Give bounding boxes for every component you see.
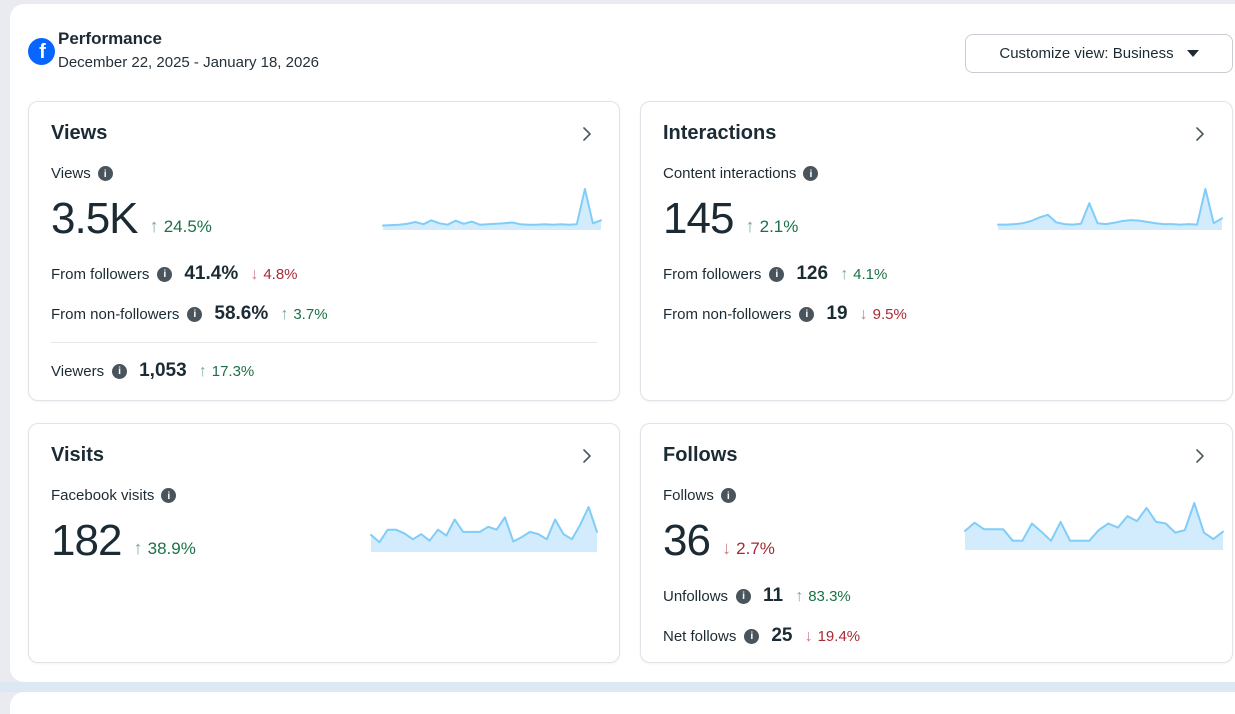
metric-row: Net follows i 25 ↓ 19.4%	[663, 616, 1210, 656]
info-icon[interactable]: i	[161, 488, 177, 503]
metric-row-label: From followers	[663, 265, 762, 283]
metric-row-value: 25	[771, 625, 793, 646]
info-icon[interactable]: i	[803, 166, 819, 181]
next-section-panel	[10, 692, 1235, 714]
info-icon[interactable]: i	[769, 266, 785, 282]
divider	[51, 342, 597, 343]
metric-label: Views	[51, 165, 91, 182]
metric-row: Viewers i 1,053 ↑ 17.3%	[51, 351, 597, 391]
card-visits[interactable]: Visits Facebook visits i 182 ↑ 38.9%	[28, 423, 620, 663]
metric-row-delta: ↓ 19.4%	[804, 626, 861, 645]
metric-row-label: From non-followers	[663, 305, 792, 323]
trend-arrow-icon: ↑	[149, 215, 159, 236]
metric-row-value: 11	[763, 585, 784, 606]
section-gap	[0, 682, 1235, 692]
trend-arrow-icon: ↑	[840, 264, 849, 283]
metric-label: Follows	[663, 487, 714, 504]
metric-row: From non-followers i 19 ↓ 9.5%	[663, 294, 1210, 334]
trend-arrow-icon: ↑	[280, 304, 289, 323]
chevron-right-icon[interactable]	[1190, 124, 1210, 144]
metric-value: 182	[51, 516, 122, 566]
metric-rows: Unfollows i 11 ↑ 83.3% Net follows i 25 ↓ 19.4%	[663, 576, 1210, 656]
sparkline-chart	[997, 188, 1223, 230]
metric-row-value: 19	[826, 303, 848, 324]
metric-label: Content interactions	[663, 165, 797, 182]
info-icon[interactable]: i	[736, 588, 752, 604]
metric-row: From followers i 41.4% ↓ 4.8%	[51, 254, 597, 294]
chevron-right-icon[interactable]	[577, 124, 597, 144]
metric-row-value: 41.4%	[184, 263, 239, 284]
card-title: Follows	[663, 444, 738, 466]
metric-row-delta: ↓ 4.8%	[250, 264, 298, 283]
metric-label: Facebook visits	[51, 487, 155, 504]
metric-row-delta: ↑ 3.7%	[280, 304, 328, 323]
metric-row: From followers i 126 ↑ 4.1%	[663, 254, 1210, 294]
metric-row-label: Net follows	[663, 627, 737, 645]
metric-delta: ↑ 2.1%	[745, 215, 799, 236]
sparkline-chart	[382, 188, 602, 230]
trend-arrow-icon: ↑	[795, 586, 804, 605]
trend-arrow-icon: ↑	[198, 361, 207, 380]
card-interactions[interactable]: Interactions Content interactions i 145 …	[640, 101, 1233, 401]
date-range: December 22, 2025 - January 18, 2026	[58, 54, 319, 71]
main-panel: f Performance December 22, 2025 - Januar…	[10, 4, 1235, 682]
metric-row-label: Unfollows	[663, 587, 729, 605]
trend-arrow-icon: ↓	[250, 264, 259, 283]
chevron-right-icon[interactable]	[577, 446, 597, 466]
metric-value: 145	[663, 194, 734, 244]
metric-rows: From followers i 126 ↑ 4.1% From non-follower…	[663, 254, 1210, 334]
sparkline-chart	[370, 506, 598, 552]
metric-row-label: From followers	[51, 265, 150, 283]
card-title: Views	[51, 122, 108, 144]
info-icon[interactable]: i	[112, 363, 128, 379]
info-icon[interactable]: i	[157, 266, 173, 282]
sparkline-chart	[964, 502, 1224, 550]
trend-arrow-icon: ↑	[745, 215, 755, 236]
metric-row-value: 58.6%	[214, 303, 269, 324]
metric-value: 36	[663, 516, 711, 566]
metric-row: From non-followers i 58.6% ↑ 3.7%	[51, 294, 597, 334]
metric-row-value: 1,053	[139, 360, 187, 381]
metric-row-value: 126	[796, 263, 829, 284]
card-title: Visits	[51, 444, 104, 466]
metric-delta: ↓ 2.7%	[721, 537, 775, 558]
card-title: Interactions	[663, 122, 777, 144]
trend-arrow-icon: ↑	[133, 537, 143, 558]
metric-delta: ↑ 24.5%	[149, 215, 212, 236]
metric-row-delta: ↓ 9.5%	[859, 304, 907, 323]
info-icon[interactable]: i	[97, 166, 113, 181]
info-icon[interactable]: i	[720, 488, 736, 503]
metric-delta: ↑ 38.9%	[133, 537, 196, 558]
metric-footer-rows: Viewers i 1,053 ↑ 17.3%	[51, 351, 597, 391]
info-icon[interactable]: i	[799, 306, 815, 322]
metric-row: Unfollows i 11 ↑ 83.3%	[663, 576, 1210, 616]
metric-value: 3.5K	[51, 194, 139, 244]
trend-arrow-icon: ↓	[804, 626, 813, 645]
performance-header: Performance December 22, 2025 - January …	[58, 26, 319, 74]
chevron-down-icon	[1186, 50, 1199, 57]
card-views[interactable]: Views Views i 3.5K ↑ 24.5% From followers…	[28, 101, 620, 401]
trend-arrow-icon: ↓	[859, 304, 868, 323]
metric-row-delta: ↑ 17.3%	[198, 361, 255, 380]
metric-rows: From followers i 41.4% ↓ 4.8% From non-follow…	[51, 254, 597, 334]
metric-row-label: From non-followers	[51, 305, 180, 323]
trend-arrow-icon: ↓	[721, 537, 732, 558]
metric-row-delta: ↑ 4.1%	[840, 264, 888, 283]
facebook-icon: f	[28, 38, 55, 65]
customize-view-button[interactable]: Customize view: Business	[965, 34, 1233, 73]
card-follows[interactable]: Follows Follows i 36 ↓ 2.7% Unfollows i 11 ↑…	[640, 423, 1233, 663]
metric-row-label: Viewers	[51, 362, 105, 380]
customize-view-label: Customize view: Business	[999, 45, 1174, 62]
chevron-right-icon[interactable]	[1190, 446, 1210, 466]
page-title: Performance	[58, 29, 162, 48]
info-icon[interactable]: i	[187, 306, 203, 322]
metric-row-delta: ↑ 83.3%	[795, 586, 851, 605]
info-icon[interactable]: i	[744, 628, 760, 644]
